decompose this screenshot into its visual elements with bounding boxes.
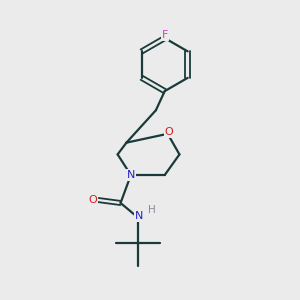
Text: F: F [161, 30, 168, 40]
Text: O: O [165, 127, 173, 137]
Text: O: O [88, 195, 97, 205]
Text: H: H [148, 206, 155, 215]
Text: N: N [135, 211, 143, 221]
Text: N: N [127, 170, 135, 180]
